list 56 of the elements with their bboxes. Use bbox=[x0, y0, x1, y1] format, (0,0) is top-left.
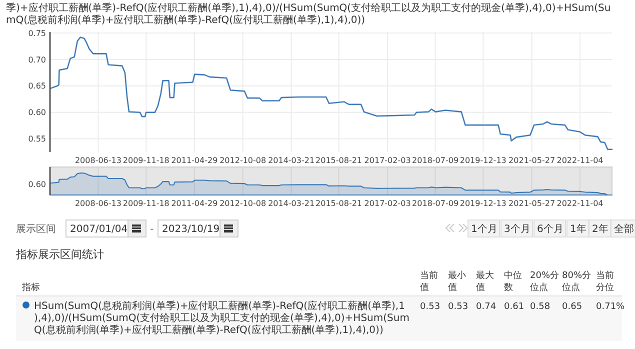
text: 2007/01/04 bbox=[70, 224, 128, 235]
x-tick-label: 2014-03-21 bbox=[268, 199, 315, 208]
x-tick-label: 2019-12-13 bbox=[460, 156, 506, 165]
x-tick-label: 2018-07-09 bbox=[412, 199, 459, 208]
text: 0.71% bbox=[596, 302, 626, 312]
text: 2年 bbox=[592, 223, 608, 235]
x-tick-label: 2011-04-29 bbox=[171, 199, 218, 208]
x-tick-label: 2017-02-03 bbox=[364, 199, 411, 208]
text: 当前值 bbox=[420, 270, 438, 293]
chart-title: 季)+应付职工薪酬(单季)-RefQ(应付职工薪酬(单季),1),4),0)/(HSum(SumQ(支付给职工以及为职工支付的现金(单季),4),0)+HSum(SumQ(息税前利润(单季)+应付职工薪酬(单季)-RefQ(应付职工薪酬(单季),1),4),0)) bbox=[6, 2, 611, 26]
text: - bbox=[150, 224, 154, 235]
text: 最大值 bbox=[476, 270, 494, 293]
x-tick-label: 2022-11-04 bbox=[556, 156, 604, 165]
y-tick-label: 0.55 bbox=[28, 134, 46, 144]
y-tick-label: 0.60 bbox=[28, 108, 46, 118]
text: 80%分位点 bbox=[562, 270, 592, 293]
x-tick-label: 2015-08-21 bbox=[316, 199, 362, 208]
y-tick-label: 0.75 bbox=[28, 28, 46, 38]
y-tick-label: 0.70 bbox=[28, 55, 46, 64]
line-series bbox=[49, 36, 613, 150]
x-tick-label: 2021-05-27 bbox=[508, 199, 556, 208]
x-tick-label: 2014-03-21 bbox=[268, 156, 315, 165]
x-tick-label: 2012-10-08 bbox=[220, 199, 266, 208]
x-tick-label: 2018-07-09 bbox=[412, 156, 459, 165]
text: 0.65 bbox=[562, 302, 582, 312]
text: 最小值 bbox=[448, 270, 466, 293]
x-tick-label: 2009-11-18 bbox=[122, 199, 170, 208]
x-tick-label: 2009-11-18 bbox=[122, 156, 170, 165]
text: 6个月 bbox=[537, 223, 564, 235]
y-tick-label: 0.65 bbox=[28, 82, 46, 91]
text: 全部 bbox=[614, 223, 634, 235]
text: 指标 bbox=[21, 282, 40, 293]
text: 0.58 bbox=[530, 302, 550, 312]
text: 0.53 bbox=[420, 302, 440, 312]
text: 0.61 bbox=[504, 302, 524, 312]
text: 当前分位 bbox=[596, 270, 614, 293]
text: 1个月 bbox=[471, 223, 498, 235]
x-tick-label: 2012-10-08 bbox=[220, 156, 266, 165]
x-tick-label: 2022-11-04 bbox=[556, 199, 604, 208]
text: 2023/10/19 bbox=[162, 224, 220, 235]
x-tick-label: 2021-05-27 bbox=[508, 156, 556, 165]
x-tick-label: 2019-12-13 bbox=[460, 199, 506, 208]
text: 中位数 bbox=[504, 270, 522, 293]
text: HSum(SumQ(息税前利润(单季)+应付职工薪酬(单季)-RefQ(应付职工薪酬(单季),1),4),0)/(HSum(SumQ(支付给职工以及为职工支付的现金(单季),4),0)+HSum(SumQ(息税前利润(单季)+应付职工薪酬(单季)-RefQ(应付职工薪酬(单季),1),4),0)) bbox=[34, 300, 410, 336]
text: 展示区间 bbox=[16, 223, 56, 235]
x-tick-label: 2008-06-13 bbox=[74, 199, 122, 208]
x-tick-label: 2015-08-21 bbox=[316, 156, 362, 165]
text: 0.74 bbox=[476, 302, 496, 312]
text: 0.53 bbox=[448, 302, 468, 312]
text: 3个月 bbox=[504, 223, 530, 235]
text: 1年 bbox=[570, 223, 586, 235]
x-tick-label: 2017-02-03 bbox=[364, 156, 411, 165]
x-tick-label: 2011-04-29 bbox=[171, 156, 218, 165]
text: 指标展示区间统计 bbox=[15, 248, 104, 261]
text: 20%分位点 bbox=[530, 270, 560, 293]
x-tick-label: 2008-06-13 bbox=[74, 156, 122, 165]
